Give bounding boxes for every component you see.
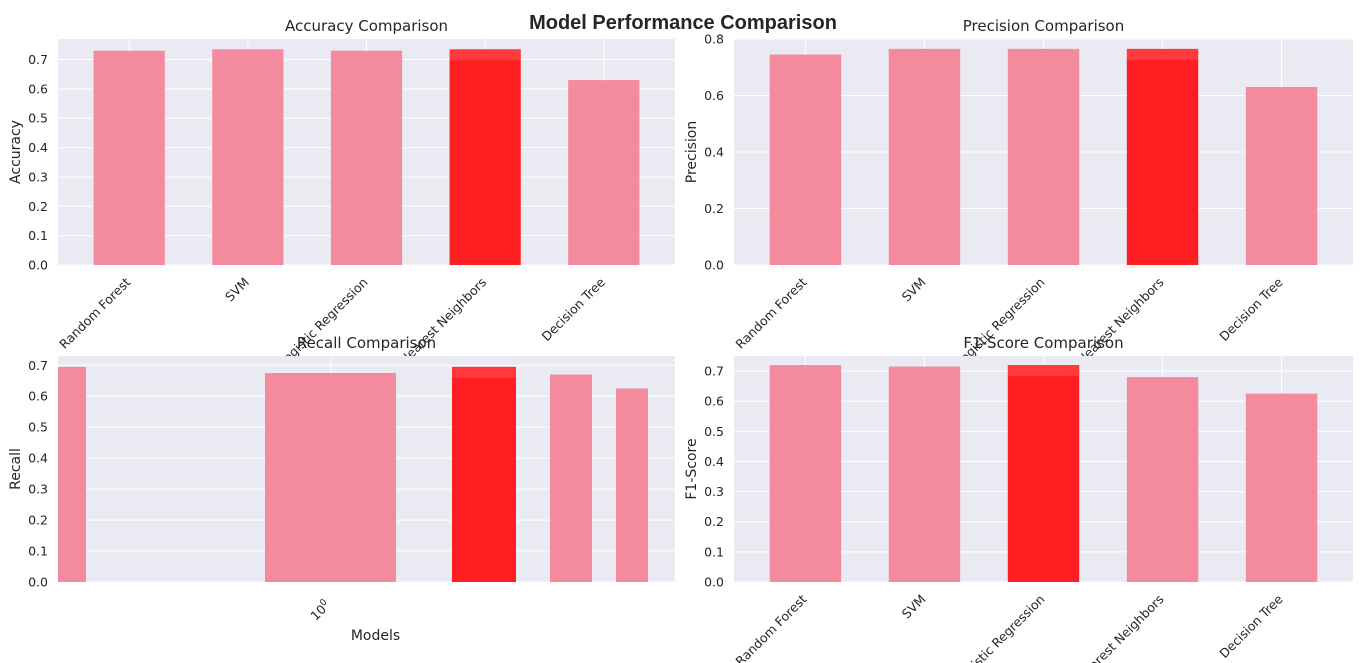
f1-xtick-svm: SVM [899, 592, 929, 622]
f1-ylabel: F1-Score [684, 438, 700, 499]
recall-ytick-label: 0.3 [28, 482, 48, 497]
precision-xtick-logistic-regression: Logistic Regression [952, 275, 1047, 370]
precision-bar-k-nearest-neighbors [1126, 48, 1199, 266]
precision-xtick-random-forest: Random Forest [732, 274, 809, 351]
f1-ytick-label: 0.7 [704, 364, 724, 379]
recall-bar-bar-4 [550, 374, 592, 582]
figure-suptitle: Model Performance Comparison [529, 12, 837, 34]
recall-bar-bar-1 [58, 366, 86, 582]
precision-xtick-decision-tree: Decision Tree [1216, 274, 1286, 344]
precision-xtick-svm: SVM [899, 275, 929, 305]
precision-panel: 0.0 0.2 0.4 0.6 0.8 Random Forest SVM Logistic … [684, 17, 1353, 375]
precision-ytick-label: 0.2 [704, 201, 724, 216]
accuracy-xtick-logistic-regression: Logistic Regression [275, 275, 370, 370]
f1-ytick-label: 0.5 [704, 424, 724, 439]
recall-ylabel: Recall [8, 448, 24, 490]
accuracy-panel: 0.0 0.1 0.2 0.3 0.4 0.5 0.6 0.7 Random Forest SVM… [8, 17, 675, 375]
accuracy-ytick-label: 0.6 [28, 81, 48, 96]
f1-bar-random-forest [769, 365, 842, 582]
precision-bar-logistic-regression [1007, 48, 1080, 266]
recall-bar-bar-3 [452, 366, 516, 582]
accuracy-xtick-decision-tree: Decision Tree [538, 274, 608, 344]
recall-ytick-label: 0.1 [28, 544, 48, 559]
recall-ytick-label: 0.7 [28, 358, 48, 373]
recall-ytick-label: 0.5 [28, 420, 48, 435]
accuracy-ytick-label: 0.2 [28, 199, 48, 214]
recall-bar-highlight-band [452, 366, 516, 378]
precision-ytick-label: 0.4 [704, 145, 724, 160]
accuracy-bar-highlight-band [449, 49, 521, 61]
f1-panel: 0.0 0.1 0.2 0.3 0.4 0.5 0.6 0.7 Random Forest SVM… [684, 334, 1353, 663]
f1-xtick-random-forest: Random Forest [732, 591, 809, 663]
precision-ytick-label: 0.8 [704, 32, 724, 47]
recall-xtick-label: 100 [307, 597, 333, 623]
accuracy-bar-decision-tree [568, 80, 640, 265]
accuracy-bar-k-nearest-neighbors [449, 49, 521, 265]
accuracy-ytick-label: 0.3 [28, 169, 48, 184]
accuracy-xtick-svm: SVM [222, 275, 252, 305]
f1-ytick-label: 0.4 [704, 454, 724, 469]
accuracy-bar-logistic-regression [330, 50, 403, 265]
recall-ytick-label: 0.0 [28, 575, 48, 590]
recall-ytick-label: 0.2 [28, 513, 48, 528]
accuracy-ytick-label: 0.4 [28, 140, 48, 155]
recall-panel: 0.0 0.1 0.2 0.3 0.4 0.5 0.6 0.7 100 Recall Compar… [8, 334, 675, 644]
f1-ytick-label: 0.6 [704, 394, 724, 409]
f1-bar-svm [888, 366, 961, 582]
f1-ytick-label: 0.3 [704, 484, 724, 499]
accuracy-ytick-label: 0.7 [28, 52, 48, 67]
accuracy-title: Accuracy Comparison [285, 17, 448, 35]
recall-bar-bar-2 [265, 373, 396, 582]
precision-ylabel: Precision [684, 121, 700, 183]
accuracy-ytick-label: 0.5 [28, 111, 48, 126]
f1-xtick-decision-tree: Decision Tree [1216, 591, 1286, 661]
f1-title: F1-Score Comparison [963, 334, 1123, 352]
f1-xtick-k-nearest-neighbors: K-Nearest Neighbors [1066, 592, 1167, 663]
recall-ytick-label: 0.4 [28, 451, 48, 466]
f1-bar-highlight-band [1007, 365, 1080, 377]
precision-bar-svm [888, 48, 961, 266]
f1-ytick-label: 0.0 [704, 575, 724, 590]
accuracy-ytick-label: 0.0 [28, 258, 48, 273]
precision-bar-random-forest [769, 54, 842, 265]
accuracy-bar-random-forest [93, 50, 165, 265]
accuracy-xtick-random-forest: Random Forest [56, 274, 133, 351]
f1-xtick-logistic-regression: Logistic Regression [952, 592, 1047, 663]
f1-ytick-label: 0.1 [704, 544, 724, 559]
recall-bar-bar-5 [616, 388, 648, 582]
f1-bar-logistic-regression [1007, 365, 1080, 582]
f1-bar-decision-tree [1245, 393, 1318, 582]
accuracy-bar-svm [212, 49, 284, 265]
precision-ytick-label: 0.0 [704, 258, 724, 273]
precision-title: Precision Comparison [963, 17, 1125, 35]
f1-ytick-label: 0.2 [704, 514, 724, 529]
recall-title: Recall Comparison [297, 334, 436, 352]
accuracy-ylabel: Accuracy [8, 120, 24, 184]
precision-ytick-label: 0.6 [704, 88, 724, 103]
recall-ytick-label: 0.6 [28, 389, 48, 404]
accuracy-ytick-label: 0.1 [28, 228, 48, 243]
f1-bar-k-nearest-neighbors [1126, 377, 1199, 582]
precision-bar-highlight-band [1126, 48, 1199, 60]
recall-xlabel: Models [351, 628, 400, 644]
precision-bar-decision-tree [1245, 87, 1318, 266]
